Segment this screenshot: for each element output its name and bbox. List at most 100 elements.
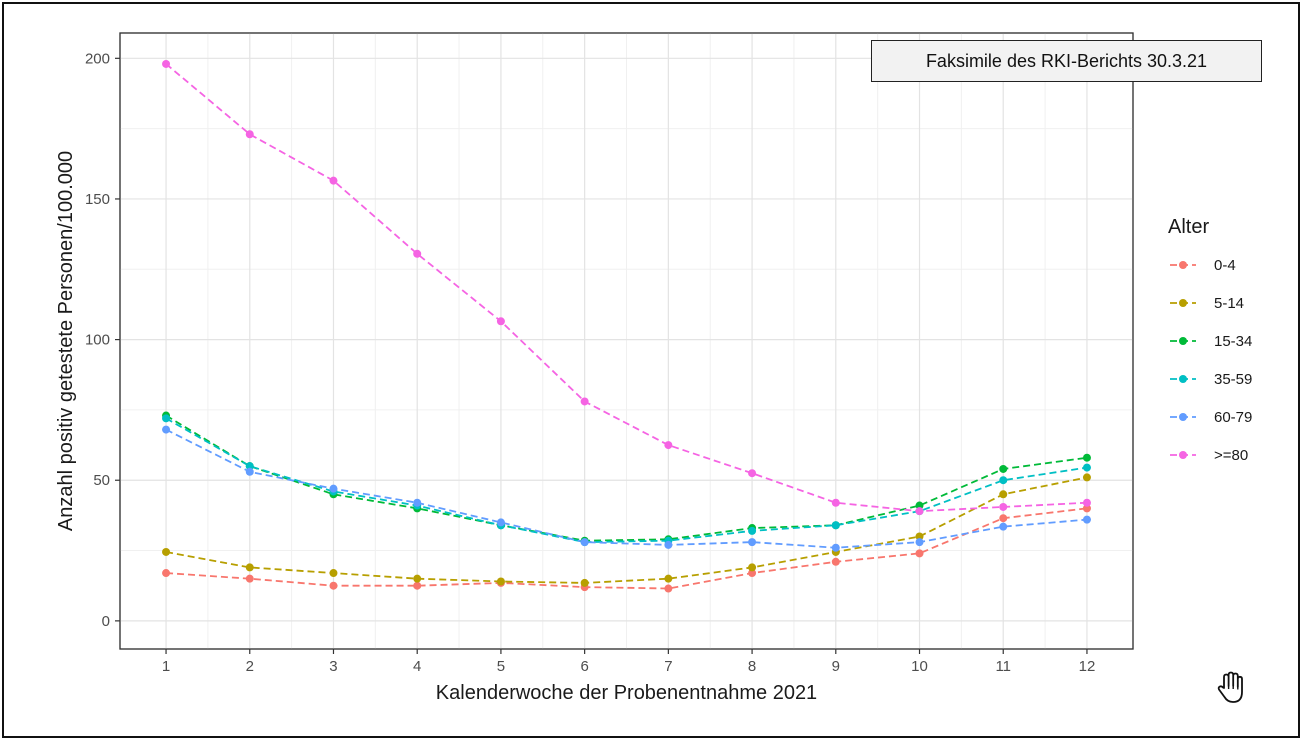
data-point-15-34 [1082, 453, 1091, 462]
data-point-0-4 [245, 574, 254, 583]
x-tick-label: 2 [246, 658, 254, 675]
legend-key-point-15-34 [1179, 337, 1187, 345]
legend-label-60-79: 60-79 [1214, 409, 1252, 426]
legend-label-35-59: 35-59 [1214, 371, 1252, 388]
data-point->=80 [999, 502, 1008, 511]
data-point->=80 [915, 507, 924, 516]
data-point-35-59 [1082, 463, 1091, 472]
annotation-box: Faksimile des RKI-Berichts 30.3.21 [871, 40, 1262, 82]
series-line-5-14 [165, 476, 1088, 584]
legend-label-0-4: 0-4 [1214, 257, 1236, 274]
data-point->=80 [162, 59, 171, 68]
data-point-35-59 [748, 526, 757, 535]
legend-label-15-34: 15-34 [1214, 333, 1252, 350]
data-point-15-34 [915, 501, 924, 510]
data-point-60-79 [999, 522, 1008, 531]
data-point-5-14 [245, 563, 254, 572]
data-point-5-14 [1082, 473, 1091, 482]
data-point-0-4 [915, 549, 924, 558]
data-point-60-79 [748, 538, 757, 547]
x-tick-label: 1 [162, 658, 170, 675]
minor-gridlines [120, 33, 1133, 649]
data-point->=80 [831, 498, 840, 507]
legend-key-point-0-4 [1179, 261, 1187, 269]
data-point-0-4 [413, 581, 422, 590]
data-point->=80 [664, 441, 673, 450]
data-point-5-14 [580, 578, 589, 587]
series-line-35-59 [165, 417, 1088, 544]
series-line-15-34 [165, 414, 1088, 542]
data-point->=80 [413, 249, 422, 258]
y-tick-label: 150 [85, 191, 110, 208]
series-line-0-4 [165, 507, 1088, 590]
series-line->=80 [165, 63, 1087, 513]
y-axis-title: Anzahl positiv getestete Personen/100.00… [55, 151, 77, 531]
data-point-5-14 [664, 574, 673, 583]
data-point->=80 [496, 317, 505, 326]
x-tick-label: 3 [329, 658, 337, 675]
data-point-60-79 [245, 467, 254, 476]
data-point-35-59 [831, 521, 840, 530]
data-point-35-59 [245, 462, 254, 471]
series-layer [162, 59, 1091, 593]
plot-panel-border [119, 32, 1134, 650]
data-point-0-4 [162, 569, 171, 578]
y-axis: 0 50 100 150 200 [85, 50, 120, 630]
x-axis-title: Kalenderwoche der Probenentnahme 2021 [436, 682, 817, 704]
legend-key-point-35-59 [1179, 375, 1187, 383]
hand-pointer-icon [1217, 671, 1243, 703]
y-tick-label: 100 [85, 332, 110, 349]
series-line-60-79 [165, 428, 1088, 549]
data-point-60-79 [1082, 515, 1091, 524]
x-tick-label: 9 [832, 658, 840, 675]
y-tick-label: 200 [85, 50, 110, 67]
data-point-0-4 [748, 569, 757, 578]
data-point-15-34 [999, 464, 1008, 473]
data-point-60-79 [580, 538, 589, 547]
x-tick-label: 5 [497, 658, 505, 675]
data-point-0-4 [831, 557, 840, 566]
data-point-35-59 [162, 414, 171, 423]
data-point-60-79 [915, 538, 924, 547]
data-point-5-14 [329, 569, 338, 578]
data-point-5-14 [915, 532, 924, 541]
data-point-60-79 [664, 540, 673, 549]
data-point-60-79 [496, 518, 505, 527]
data-point-0-4 [664, 584, 673, 593]
x-tick-label: 12 [1079, 658, 1096, 675]
x-tick-label: 8 [748, 658, 756, 675]
legend: Alter 0-4 5-14 15-34 35-59 60-79 >=80 [1168, 216, 1252, 464]
data-point-0-4 [999, 514, 1008, 523]
data-point-5-14 [496, 577, 505, 586]
legend-label->=80: >=80 [1214, 447, 1248, 464]
data-point-60-79 [329, 484, 338, 493]
data-point-0-4 [329, 581, 338, 590]
data-point->=80 [329, 176, 338, 185]
data-point-60-79 [162, 425, 171, 434]
data-point->=80 [748, 469, 757, 478]
legend-key-point-60-79 [1179, 413, 1187, 421]
data-point-35-59 [999, 476, 1008, 485]
data-point->=80 [245, 130, 254, 139]
data-point-60-79 [413, 498, 422, 507]
x-axis: 1 2 3 4 5 6 7 8 9 10 11 12 [162, 649, 1095, 675]
x-tick-label: 7 [664, 658, 672, 675]
data-point-5-14 [162, 547, 171, 556]
x-tick-label: 6 [580, 658, 588, 675]
data-point-60-79 [831, 543, 840, 552]
legend-label-5-14: 5-14 [1214, 295, 1244, 312]
data-point->=80 [1082, 498, 1091, 507]
data-point-5-14 [999, 490, 1008, 499]
legend-key-point-5-14 [1179, 299, 1187, 307]
data-point-5-14 [413, 574, 422, 583]
x-tick-label: 4 [413, 658, 421, 675]
y-tick-label: 0 [102, 613, 110, 630]
x-tick-label: 11 [995, 658, 1011, 675]
data-point-0-4 [1082, 504, 1091, 513]
y-tick-label: 50 [93, 472, 110, 489]
x-tick-label: 10 [911, 658, 928, 675]
data-point-5-14 [748, 563, 757, 572]
data-point->=80 [580, 397, 589, 406]
legend-title: Alter [1168, 216, 1209, 238]
